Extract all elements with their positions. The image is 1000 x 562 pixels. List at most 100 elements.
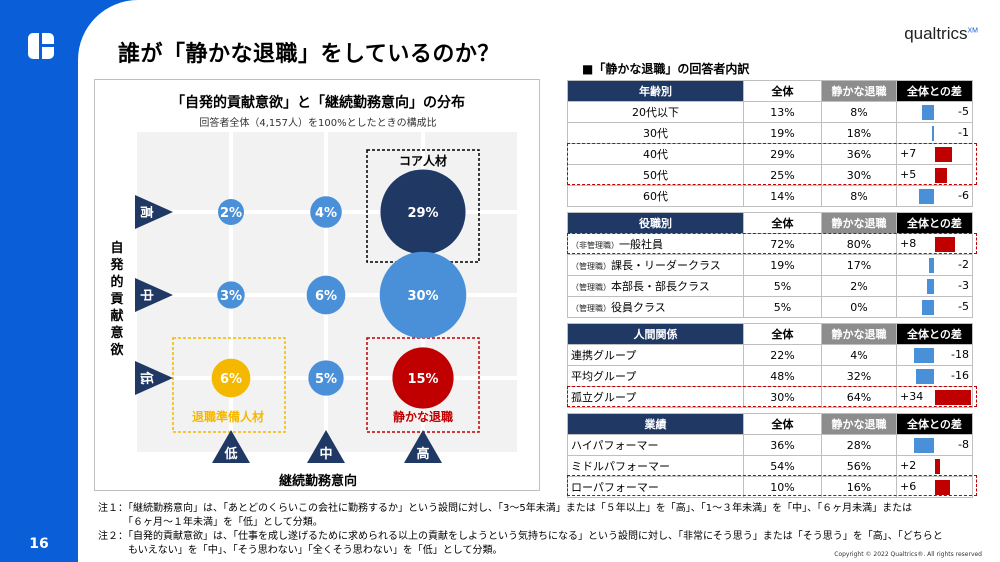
breakdown-table: 役職別 全体 静かな退職 全体との差 （非管理職）一般社員 72% 80% +8 （管理職）課長… — [567, 212, 973, 318]
row-label: （管理職）本部長・部長クラス — [567, 275, 744, 297]
table-row: 平均グループ 48% 32% -16 — [567, 365, 973, 387]
quiet-value: 8% — [821, 185, 897, 207]
all-value: 19% — [743, 122, 822, 144]
table-row: ローパフォーマー 10% 16% +6 — [567, 476, 973, 498]
diff-value: -2 — [958, 258, 969, 271]
diff-cell: -1 — [896, 122, 973, 144]
all-value: 14% — [743, 185, 822, 207]
breakdown-table: 業績 全体 静かな退職 全体との差 ハイパフォーマー 36% 28% -8 ミドルパフォーマー 5… — [567, 413, 973, 498]
quiet-value: 2% — [821, 275, 897, 297]
column-header: 全体 — [743, 212, 822, 234]
diff-value: -8 — [958, 438, 969, 451]
diff-bar — [935, 480, 950, 495]
diff-value: -3 — [958, 279, 969, 292]
row-label: （非管理職）一般社員 — [567, 233, 744, 255]
diff-cell: +34 — [896, 386, 973, 408]
row-label: 平均グループ — [567, 365, 744, 387]
column-header: 全体との差 — [896, 212, 973, 234]
diff-cell: -6 — [896, 185, 973, 207]
diff-cell: -5 — [896, 296, 973, 318]
note-line: 注２：「自発的貢献意欲」は、「仕事を成し遂げるために求められる以上の貢献をしよう… — [98, 531, 943, 542]
diff-bar — [921, 105, 934, 120]
core-talent-label: コア人材 — [398, 154, 447, 168]
chart-title: 「自発的貢献意欲」と「継続勤務意向」の分布 — [171, 95, 465, 111]
table-row: 20代以下 13% 8% -5 — [567, 101, 973, 123]
bubble-value: 29% — [407, 206, 438, 221]
all-value: 30% — [743, 386, 822, 408]
column-header: 全体との差 — [896, 80, 973, 102]
table-row: （非管理職）一般社員 72% 80% +8 — [567, 233, 973, 255]
row-label: 50代 — [567, 164, 744, 186]
quiet-value: 18% — [821, 122, 897, 144]
table-row: ミドルパフォーマー 54% 56% +2 — [567, 455, 973, 477]
x-level-marker — [307, 430, 345, 463]
column-header: 全体 — [743, 80, 822, 102]
note-line: もいえない」を「中」、「そう思わない」「全くそう思わない」を「低」として分類。 — [98, 545, 503, 556]
brand-logo: qualtricsXM — [904, 24, 978, 43]
diff-value: -1 — [958, 126, 969, 139]
table-row: 60代 14% 8% -6 — [567, 185, 973, 207]
column-header: 静かな退職 — [821, 413, 897, 435]
quiet-value: 30% — [821, 164, 897, 186]
all-value: 10% — [743, 476, 822, 498]
quiet-value: 32% — [821, 365, 897, 387]
diff-value: +5 — [900, 168, 917, 181]
breakdown-table: 年齢別 全体 静かな退職 全体との差 20代以下 13% 8% -5 30代 19% 18% -1 40… — [567, 80, 973, 207]
bubble-value: 5% — [315, 372, 337, 387]
y-level-marker — [135, 278, 173, 312]
note-line: 注１：「継続勤務意向」は、「あとどのくらいこの会社に勤務するか」という設問に対し… — [98, 503, 913, 514]
y-level-label: 高 — [138, 205, 154, 218]
diff-cell: +2 — [896, 455, 973, 477]
diff-value: -16 — [951, 369, 969, 382]
note-line: 「６ヶ月～１年未満」を「低」として分類。 — [98, 517, 323, 528]
row-label: 連携グループ — [567, 344, 744, 366]
bubble-value: 4% — [315, 206, 337, 221]
diff-value: +2 — [900, 459, 917, 472]
diff-bar — [913, 348, 934, 363]
x-axis-label: 継続勤務意向 — [278, 474, 357, 489]
column-header: 年齢別 — [567, 80, 744, 102]
bubble — [306, 275, 346, 315]
diff-value: +8 — [900, 237, 917, 250]
row-label: （管理職）役員クラス — [567, 296, 744, 318]
column-header: 全体 — [743, 413, 822, 435]
bubble — [379, 251, 467, 339]
table-row: （管理職）本部長・部長クラス 5% 2% -3 — [567, 275, 973, 297]
bubble-plot: 高中低低中高2% 4% 29%3% 6% 30%6% 5% 15% — [135, 132, 517, 463]
diff-cell: +6 — [896, 476, 973, 498]
bubble-value: 6% — [315, 289, 337, 304]
diff-cell: -16 — [896, 365, 973, 387]
x-level-label: 低 — [223, 446, 237, 462]
diff-bar — [931, 126, 934, 141]
diff-bar — [926, 279, 934, 294]
sidebar — [0, 0, 78, 562]
bubble — [310, 196, 342, 228]
y-level-marker — [135, 361, 173, 395]
table-row: （管理職）役員クラス 5% 0% -5 — [567, 296, 973, 318]
table-row: 孤立グループ 30% 64% +34 — [567, 386, 973, 408]
quiet-value: 28% — [821, 434, 897, 456]
column-header: 全体 — [743, 323, 822, 345]
copyright: Copyright © 2022 Qualtrics®. All rights … — [834, 551, 982, 558]
chart-subtitle: 回答者全体（4,157人）を100%としたときの構成比 — [199, 118, 437, 129]
x-level-marker — [404, 430, 442, 463]
footnotes: 注１：「継続勤務意向」は、「あとどのくらいこの会社に勤務するか」という設問に対し… — [98, 502, 943, 558]
column-header: 静かな退職 — [821, 212, 897, 234]
table-row: 50代 25% 30% +5 — [567, 164, 973, 186]
x-level-label: 中 — [319, 446, 332, 462]
column-header: 静かな退職 — [821, 323, 897, 345]
quiet-value: 64% — [821, 386, 897, 408]
table-row: （管理職）課長・リーダークラス 19% 17% -2 — [567, 254, 973, 276]
all-value: 36% — [743, 434, 822, 456]
column-header: 全体との差 — [896, 413, 973, 435]
all-value: 54% — [743, 455, 822, 477]
row-label: ローパフォーマー — [567, 476, 744, 498]
diff-bar — [929, 258, 934, 273]
quiet-value: 36% — [821, 143, 897, 165]
column-header: 静かな退職 — [821, 80, 897, 102]
quiet-value: 0% — [821, 296, 897, 318]
page-number: 16 — [29, 536, 49, 552]
column-header: 全体との差 — [896, 323, 973, 345]
diff-value: -18 — [951, 348, 969, 361]
diff-value: -5 — [958, 300, 969, 313]
